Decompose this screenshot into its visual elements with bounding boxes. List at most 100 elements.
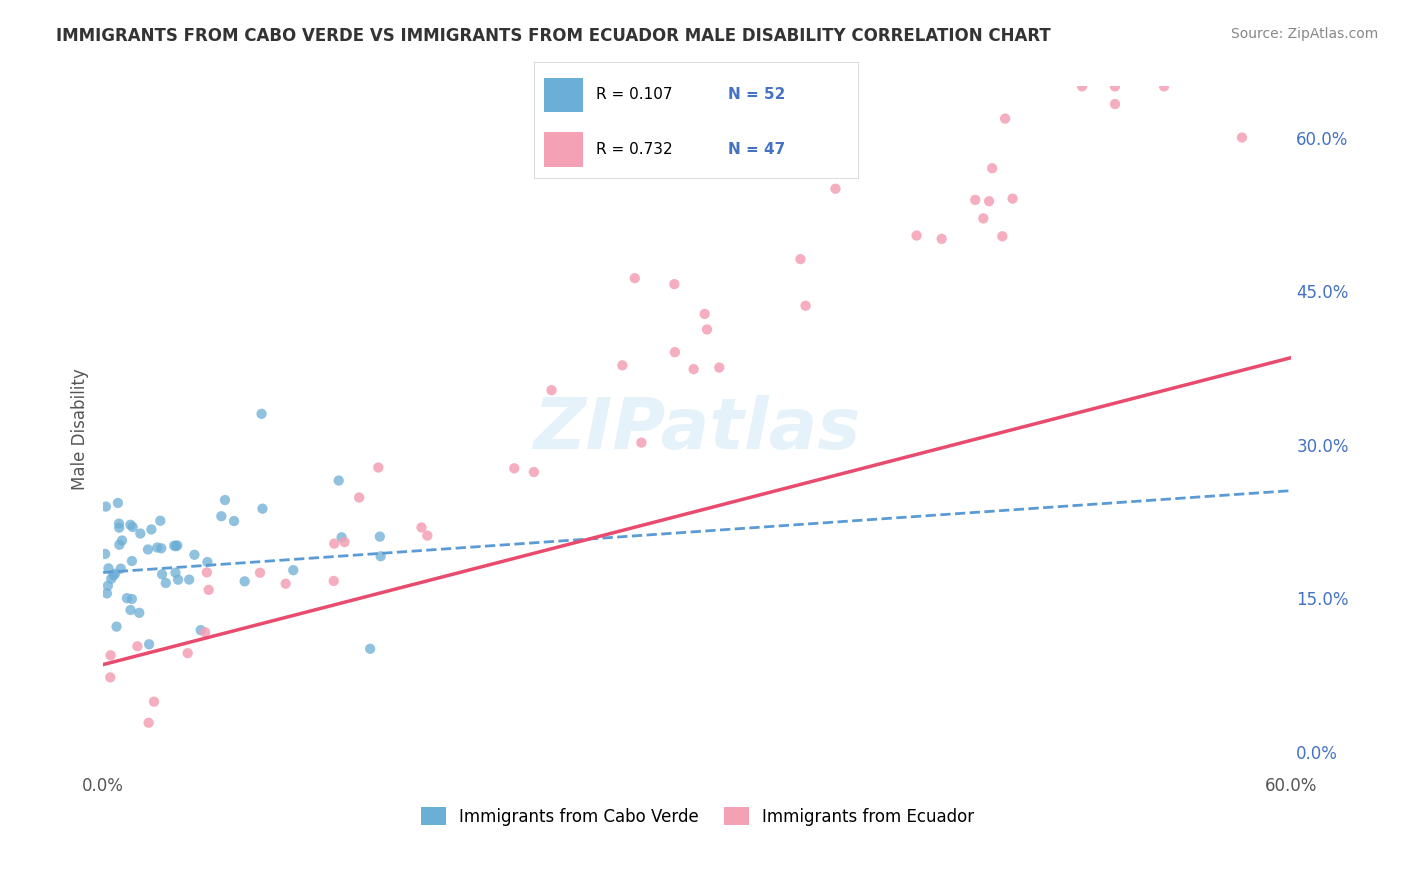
- Point: [693, 307, 716, 321]
- Point: [347, 491, 370, 505]
- Point: [905, 228, 928, 243]
- Point: [370, 549, 392, 564]
- Point: [108, 538, 131, 552]
- Point: [274, 576, 297, 591]
- Legend: Immigrants from Cabo Verde, Immigrants from Ecuador: Immigrants from Cabo Verde, Immigrants f…: [413, 801, 981, 832]
- Point: [100, 648, 122, 663]
- Point: [981, 161, 1004, 176]
- Point: [523, 465, 546, 479]
- Point: [1001, 192, 1024, 206]
- Point: [368, 530, 391, 544]
- Point: [195, 566, 218, 580]
- Point: [96, 586, 118, 600]
- Point: [165, 566, 187, 580]
- Y-axis label: Male Disability: Male Disability: [72, 368, 89, 490]
- Point: [103, 568, 125, 582]
- Point: [612, 359, 634, 373]
- Point: [136, 542, 159, 557]
- Point: [183, 548, 205, 562]
- Point: [323, 536, 346, 550]
- Point: [176, 646, 198, 660]
- Point: [166, 538, 188, 552]
- Point: [233, 574, 256, 589]
- Point: [190, 623, 212, 637]
- Point: [163, 539, 186, 553]
- Point: [333, 535, 356, 549]
- Point: [1104, 79, 1126, 94]
- Point: [121, 591, 143, 606]
- Point: [1153, 79, 1175, 94]
- Point: [214, 493, 236, 508]
- Point: [977, 194, 1000, 209]
- Point: [121, 554, 143, 568]
- Point: [197, 555, 219, 569]
- Point: [416, 528, 439, 542]
- Point: [209, 509, 232, 524]
- Point: [1230, 130, 1253, 145]
- Text: Source: ZipAtlas.com: Source: ZipAtlas.com: [1230, 27, 1378, 41]
- Point: [94, 500, 117, 514]
- Point: [150, 541, 173, 556]
- Point: [105, 619, 128, 633]
- Point: [143, 695, 166, 709]
- Point: [1071, 79, 1094, 94]
- FancyBboxPatch shape: [544, 132, 582, 167]
- Point: [194, 625, 217, 640]
- Point: [128, 606, 150, 620]
- Point: [129, 526, 152, 541]
- Point: [120, 603, 142, 617]
- Point: [994, 112, 1017, 126]
- Point: [97, 579, 120, 593]
- Point: [682, 362, 704, 376]
- Point: [696, 322, 718, 336]
- Point: [127, 640, 149, 654]
- Point: [108, 516, 131, 531]
- Point: [794, 299, 817, 313]
- Point: [322, 574, 344, 588]
- Point: [540, 383, 562, 397]
- Point: [155, 576, 177, 591]
- Point: [107, 496, 129, 510]
- Point: [120, 517, 142, 532]
- Point: [252, 501, 274, 516]
- Point: [167, 573, 190, 587]
- Text: R = 0.732: R = 0.732: [596, 142, 672, 157]
- Point: [104, 566, 127, 581]
- Point: [97, 561, 120, 575]
- Point: [789, 252, 811, 267]
- Point: [965, 193, 987, 207]
- Point: [664, 345, 686, 359]
- Text: N = 52: N = 52: [728, 87, 786, 103]
- FancyBboxPatch shape: [544, 78, 582, 112]
- Point: [100, 572, 122, 586]
- Point: [330, 530, 353, 544]
- Point: [197, 582, 219, 597]
- Point: [250, 407, 273, 421]
- Point: [991, 229, 1014, 244]
- Point: [283, 563, 305, 577]
- Point: [359, 641, 381, 656]
- Point: [972, 211, 994, 226]
- Point: [664, 277, 686, 292]
- Point: [110, 561, 132, 575]
- Point: [141, 523, 163, 537]
- Point: [328, 474, 350, 488]
- Text: N = 47: N = 47: [728, 142, 786, 157]
- Point: [115, 591, 138, 606]
- Point: [630, 435, 652, 450]
- Point: [623, 271, 645, 285]
- Point: [98, 670, 121, 684]
- Point: [121, 520, 143, 534]
- Text: IMMIGRANTS FROM CABO VERDE VS IMMIGRANTS FROM ECUADOR MALE DISABILITY CORRELATIO: IMMIGRANTS FROM CABO VERDE VS IMMIGRANTS…: [56, 27, 1052, 45]
- Point: [931, 232, 953, 246]
- Point: [709, 360, 731, 375]
- Point: [150, 567, 173, 582]
- Text: ZIPatlas: ZIPatlas: [534, 394, 860, 464]
- Point: [179, 573, 201, 587]
- Point: [824, 182, 846, 196]
- Point: [1104, 97, 1126, 112]
- Text: R = 0.107: R = 0.107: [596, 87, 672, 103]
- Point: [146, 541, 169, 555]
- Point: [149, 514, 172, 528]
- Point: [111, 533, 134, 548]
